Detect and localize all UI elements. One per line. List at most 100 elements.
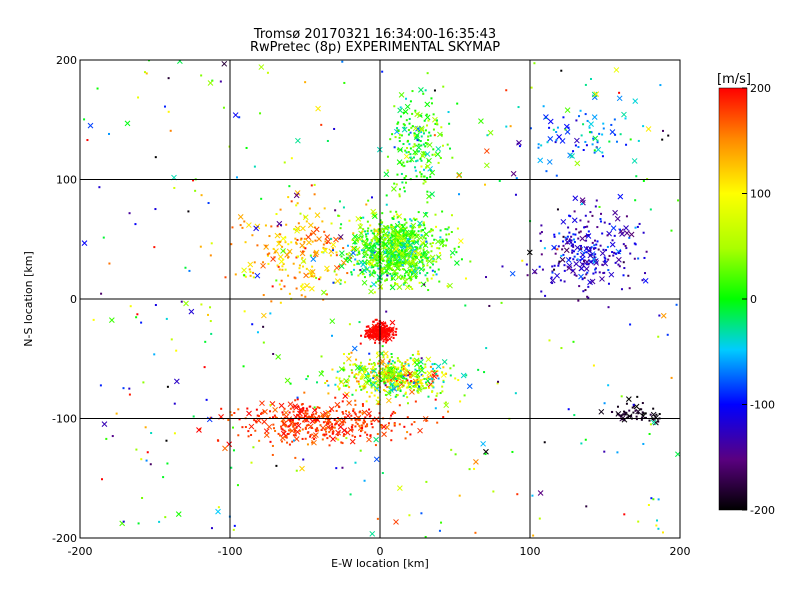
- data-point-x: [339, 250, 345, 257]
- data-point: [300, 403, 303, 406]
- data-point: [86, 139, 89, 142]
- data-point: [389, 386, 392, 389]
- data-point: [349, 493, 352, 496]
- data-point-x: [261, 418, 268, 425]
- data-point: [292, 439, 295, 442]
- data-point: [398, 229, 401, 232]
- data-point: [427, 119, 430, 122]
- data-point: [598, 132, 601, 135]
- data-point: [134, 223, 137, 226]
- data-point: [143, 71, 146, 74]
- data-point: [390, 356, 393, 359]
- data-point: [304, 81, 307, 84]
- data-point-x: [414, 361, 420, 368]
- data-point: [405, 386, 408, 389]
- data-point: [423, 283, 426, 286]
- data-point: [408, 240, 411, 243]
- data-point: [371, 253, 374, 256]
- data-point: [416, 239, 419, 242]
- data-point: [351, 393, 354, 396]
- data-point-x: [350, 245, 356, 252]
- data-point: [594, 247, 597, 250]
- data-point: [333, 127, 336, 130]
- data-point: [325, 430, 328, 433]
- data-point-x: [260, 262, 266, 269]
- data-point: [302, 408, 305, 411]
- data-point: [393, 182, 396, 185]
- data-point: [422, 387, 425, 390]
- data-point: [426, 176, 429, 179]
- data-point: [381, 472, 384, 475]
- data-point: [371, 232, 374, 235]
- data-point: [371, 264, 374, 267]
- data-point: [254, 420, 257, 423]
- data-point: [363, 419, 366, 422]
- data-point: [280, 440, 283, 443]
- data-point: [439, 240, 442, 243]
- data-point: [648, 432, 651, 435]
- data-point: [427, 377, 430, 380]
- data-point: [439, 392, 442, 395]
- data-point: [319, 276, 322, 279]
- data-point: [377, 325, 380, 328]
- data-point: [447, 410, 450, 413]
- data-point: [315, 412, 318, 415]
- data-point: [446, 285, 449, 288]
- data-point: [96, 87, 99, 90]
- data-point: [559, 279, 562, 282]
- data-point: [596, 226, 599, 229]
- data-point-x: [245, 222, 252, 228]
- data-point: [635, 175, 638, 178]
- data-point: [219, 80, 222, 83]
- data-point: [422, 263, 425, 266]
- data-point: [376, 331, 379, 334]
- data-point-x: [361, 409, 368, 416]
- data-point: [381, 231, 384, 234]
- data-point: [415, 137, 418, 140]
- data-point: [291, 405, 294, 408]
- data-point: [367, 379, 370, 382]
- data-point: [562, 244, 565, 247]
- data-point: [446, 143, 449, 146]
- data-point-x: [371, 213, 378, 220]
- data-point: [253, 165, 256, 168]
- data-point: [192, 179, 195, 182]
- data-point: [390, 223, 393, 226]
- data-point: [450, 448, 453, 451]
- data-point: [397, 221, 400, 224]
- data-point: [488, 304, 491, 307]
- data-point: [431, 363, 434, 366]
- data-point: [572, 245, 575, 248]
- data-point: [627, 274, 630, 277]
- data-point: [632, 403, 635, 406]
- data-point: [641, 279, 644, 282]
- data-point: [388, 334, 391, 337]
- data-point: [320, 414, 323, 417]
- data-point: [458, 494, 461, 497]
- data-point: [253, 261, 256, 264]
- data-point: [372, 320, 375, 323]
- data-point: [585, 263, 588, 266]
- data-point: [338, 200, 341, 203]
- data-point: [449, 374, 452, 377]
- data-point: [412, 257, 415, 260]
- data-point: [420, 382, 423, 385]
- data-point: [173, 402, 176, 405]
- data-point: [637, 139, 640, 142]
- data-point: [532, 534, 535, 537]
- data-point: [238, 116, 241, 119]
- data-point-x: [389, 381, 396, 388]
- data-point: [557, 262, 560, 265]
- data-point: [403, 381, 406, 384]
- data-point-x: [546, 159, 553, 165]
- data-point: [381, 330, 384, 333]
- data-point-x: [642, 277, 649, 284]
- data-point: [498, 179, 501, 182]
- data-point-x: [372, 254, 379, 261]
- data-point: [431, 367, 434, 370]
- data-point: [548, 126, 551, 129]
- data-point: [393, 273, 396, 276]
- data-point: [251, 234, 254, 237]
- data-point: [384, 279, 387, 282]
- data-point: [101, 478, 104, 481]
